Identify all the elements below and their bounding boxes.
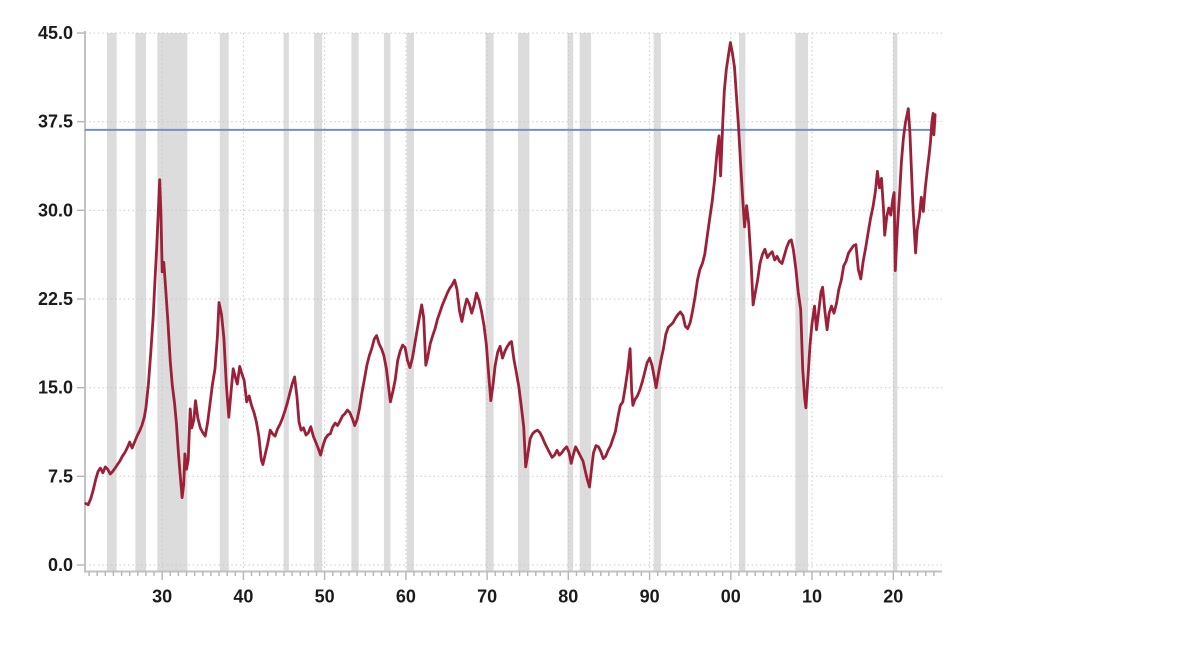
recession-band	[135, 33, 146, 572]
recession-band	[283, 33, 289, 572]
recession-band	[795, 33, 808, 572]
x-axis-tick-label: 70	[477, 587, 497, 607]
recession-band	[383, 33, 391, 572]
y-axis-tick-label: 37.5	[38, 112, 73, 132]
axes	[84, 31, 942, 573]
recession-band	[738, 33, 746, 572]
y-axis-tick-label: 30.0	[38, 200, 73, 220]
recession-band	[653, 33, 661, 572]
recession-band	[567, 33, 574, 572]
recession-band	[518, 33, 530, 572]
y-axis-tick-label: 45.0	[38, 23, 73, 43]
gridlines	[85, 32, 942, 572]
x-axis-tick-label: 40	[233, 587, 253, 607]
x-axis-tick-label: 50	[315, 587, 335, 607]
recession-band	[351, 33, 359, 572]
y-axis-tick-label: 0.0	[48, 555, 73, 575]
x-axis-tick-label: 90	[640, 587, 660, 607]
x-axis-tick-label: 00	[721, 587, 741, 607]
y-axis-tick-label: 7.5	[48, 466, 73, 486]
recession-band	[219, 33, 229, 572]
recession-band	[314, 33, 323, 572]
x-axis-tick-label: 20	[883, 587, 903, 607]
recession-band	[406, 33, 414, 572]
cape-ratio-series-line	[84, 41, 937, 507]
axis-ticks	[77, 32, 935, 580]
axis-labels: 0.0 7.5 15.0 22.5 30.0 37.5 45.0 30 40 50 60 70 80 90…	[38, 23, 903, 607]
x-axis-tick-label: 80	[558, 587, 578, 607]
x-axis-tick-label: 10	[802, 587, 822, 607]
recession-band	[485, 33, 494, 572]
x-axis-tick-label: 30	[152, 587, 172, 607]
recession-band	[579, 33, 592, 572]
recession-band	[892, 33, 898, 572]
x-axis-tick-label: 60	[396, 587, 416, 607]
recession-band	[157, 33, 188, 572]
recession-band	[106, 33, 117, 572]
y-axis-tick-label: 15.0	[38, 378, 73, 398]
y-axis-tick-label: 22.5	[38, 289, 73, 309]
recession-bands	[106, 33, 898, 572]
